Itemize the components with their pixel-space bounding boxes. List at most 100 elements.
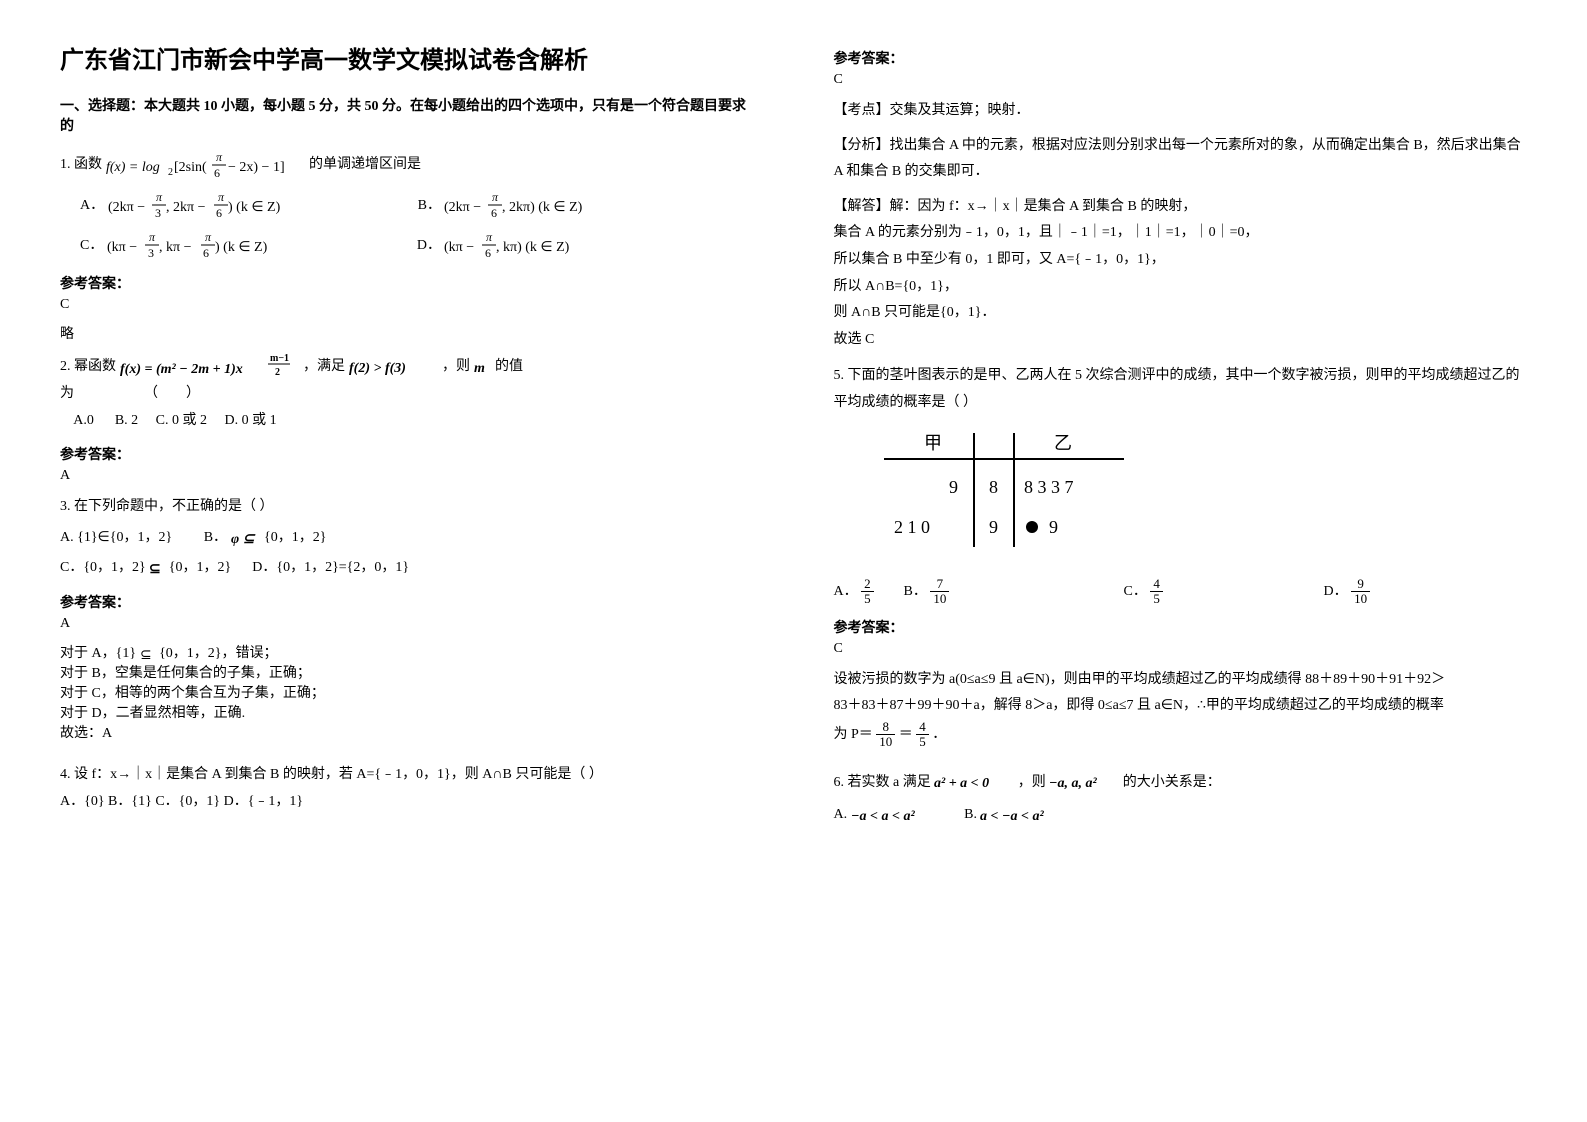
q1-answer-label: 参考答案： xyxy=(60,273,754,293)
sl-row1-left: 9 xyxy=(949,477,958,497)
empty-set-subset-icon: φ ⊆ xyxy=(231,530,261,546)
q1-optC-label: C． xyxy=(80,238,103,253)
q3-exp1a: 对于 A，{1} xyxy=(60,646,136,661)
svg-text:a < −a < a²: a < −a < a² xyxy=(980,809,1044,824)
q6-ineq1: a² + a < 0 xyxy=(934,773,1014,791)
q1-option-d: D． (kπ − π 6 , kπ) (k ∈ Z) xyxy=(417,229,645,263)
q5-answer-label: 参考答案： xyxy=(834,617,1528,637)
q5-optD: D． 910 xyxy=(1324,577,1464,607)
question-3: 3. 在下列命题中，不正确的是（ ） A. {1}∈{0，1，2} B． φ ⊆… xyxy=(60,494,754,582)
q1-note: 略 xyxy=(60,323,754,343)
q4-kp: 【考点】交集及其运算；映射． xyxy=(834,98,1528,125)
q5-sol3-d2: 5 xyxy=(916,735,929,749)
question-2: 2. 幂函数 f(x) = (m² − 2m + 1)x m−1 2 ，满足 f… xyxy=(60,353,754,434)
svg-text:[2sin(: [2sin( xyxy=(174,160,207,175)
q3-exp1b: {0，1，2}，错误； xyxy=(159,646,277,661)
q1-stem-suffix: 的单调递增区间是 xyxy=(309,157,421,172)
svg-text:(2kπ −: (2kπ − xyxy=(444,200,481,215)
svg-text:− 2x) − 1]: − 2x) − 1] xyxy=(228,160,285,175)
q4-fx: 【分析】找出集合 A 中的元素，根据对应法则分别求出每一个元素所对的象，从而确定… xyxy=(834,133,1528,186)
q1-optA-label: A． xyxy=(80,198,104,213)
q5-optA: A． 25 xyxy=(834,577,904,607)
svg-text:(kπ −: (kπ − xyxy=(107,240,137,255)
svg-text:(2kπ −: (2kπ − xyxy=(108,200,145,215)
svg-text:f(x) = log: f(x) = log xyxy=(106,160,160,175)
q1-optA-formula: (2kπ − π 3 , 2kπ − π 6 ) (k ∈ Z) xyxy=(108,189,318,223)
q2-stem-c: ，则 xyxy=(442,359,470,374)
q3-optB-pre: B． xyxy=(204,530,227,545)
q3-optC: C．{0，1，2} xyxy=(60,560,146,575)
q1-option-b: B． (2kπ − π 6 , 2kπ) (k ∈ Z) xyxy=(418,189,645,223)
q3-optD: D．{0，1，2}={2，0，1} xyxy=(252,560,409,575)
q2-stem-a: 2. 幂函数 xyxy=(60,359,116,374)
sl-row2-stem: 9 xyxy=(989,517,998,537)
svg-text:, 2kπ −: , 2kπ − xyxy=(166,200,206,215)
q3-exp2: 对于 B，空集是任何集合的子集，正确； xyxy=(60,662,754,682)
q4-answer-label: 参考答案： xyxy=(834,48,1528,68)
q5-fracA-num: 2 xyxy=(861,577,874,592)
q6-optB-formula: a < −a < a² xyxy=(980,806,1090,824)
q1-option-c: C． (kπ − π 3 , kπ − π 6 ) (k ∈ Z) xyxy=(80,229,317,263)
q5-answer: C xyxy=(834,641,1528,657)
q2-line2: 为 （ ） xyxy=(60,381,754,408)
q4-jd1: 【解答】解：因为 f：x→｜x｜是集合 A 到集合 B 的映射， xyxy=(834,194,1528,221)
question-4: 4. 设 f：x→｜x｜是集合 A 到集合 B 的映射，若 A={﹣1，0，1}… xyxy=(60,762,754,815)
q1-function-formula: f(x) = log 2 [2sin( π 6 − 2x) − 1] xyxy=(106,147,306,183)
subset-icon: ⊆ xyxy=(140,646,156,662)
q2-m-icon: m xyxy=(474,359,492,375)
q1-stem-prefix: 1. 函数 xyxy=(60,157,102,172)
svg-text:π: π xyxy=(156,190,163,204)
q3-exp3: 对于 C，相等的两个集合互为子集，正确； xyxy=(60,682,754,702)
q6-stem-a: 6. 若实数 a 满足 xyxy=(834,775,931,790)
q5-optA-label: A． xyxy=(834,584,858,599)
q6-optA-formula: −a < a < a² xyxy=(851,806,961,824)
q3-exp5: 故选：A xyxy=(60,722,754,742)
q4-jd6: 故选 C xyxy=(834,327,1528,354)
q5-sol3: 为 P＝ 810 ＝ 45 ． xyxy=(834,720,1528,750)
page-title: 广东省江门市新会中学高一数学文模拟试卷含解析 xyxy=(60,40,754,75)
q4-jd5: 则 A∩B 只可能是{0，1}． xyxy=(834,300,1528,327)
svg-text:⊆: ⊆ xyxy=(149,562,161,576)
q4-jd4: 所以 A∩B={0，1}， xyxy=(834,274,1528,301)
q2-stem-b: ，满足 xyxy=(303,359,345,374)
sl-header-left: 甲 xyxy=(924,433,942,453)
q5-fracD-num: 9 xyxy=(1351,577,1370,592)
svg-text:π: π xyxy=(218,190,225,204)
q5-sol2: 83＋83＋87＋99＋90＋a，解得 8＞a，即得 0≤a≤7 且 a∈N，∴… xyxy=(834,693,1528,720)
svg-text:φ ⊆: φ ⊆ xyxy=(231,532,256,546)
smudge-dot-icon xyxy=(1026,521,1038,533)
q4-jd2: 集合 A 的元素分别为﹣1，0，1，且｜﹣1｜=1，｜1｜=1，｜0｜=0， xyxy=(834,220,1528,247)
question-1: 1. 函数 f(x) = log 2 [2sin( π 6 − 2x) − 1]… xyxy=(60,147,754,263)
q5-sol3-n1: 8 xyxy=(876,720,895,735)
q5-fracA-den: 5 xyxy=(861,592,874,606)
svg-text:⊆: ⊆ xyxy=(140,648,152,662)
q6-stem-b: ，则 xyxy=(1018,775,1046,790)
svg-text:m: m xyxy=(474,361,485,375)
q3-exp4: 对于 D，二者显然相等，正确. xyxy=(60,702,754,722)
svg-text:a² + a < 0: a² + a < 0 xyxy=(934,776,989,791)
q4-stem: 4. 设 f：x→｜x｜是集合 A 到集合 B 的映射，若 A={﹣1，0，1}… xyxy=(60,762,754,789)
q3-optB-post: {0，1，2} xyxy=(264,530,326,545)
question-5: 5. 下面的茎叶图表示的是甲、乙两人在 5 次综合测评中的成绩，其中一个数字被污… xyxy=(834,363,1528,606)
q1-optC-formula: (kπ − π 3 , kπ − π 6 ) (k ∈ Z) xyxy=(107,229,317,263)
question-6: 6. 若实数 a 满足 a² + a < 0 ，则 −a, a, a² 的大小关… xyxy=(834,770,1528,829)
svg-text:π: π xyxy=(486,230,493,244)
svg-text:−a, a, a²: −a, a, a² xyxy=(1049,776,1097,791)
q4-options: A．{0} B．{1} C．{0，1} D．{﹣1，1} xyxy=(60,789,754,816)
svg-text:3: 3 xyxy=(155,206,161,220)
q5-fracD-den: 10 xyxy=(1351,592,1370,606)
q3-optA: A. {1}∈{0，1，2} xyxy=(60,530,172,545)
svg-text:, kπ −: , kπ − xyxy=(159,240,192,255)
q3-answer: A xyxy=(60,616,754,632)
svg-text:) (k ∈ Z): ) (k ∈ Z) xyxy=(215,240,268,255)
q2-func-formula: f(x) = (m² − 2m + 1)x m−1 2 xyxy=(120,353,300,381)
svg-text:) (k ∈ Z): ) (k ∈ Z) xyxy=(228,200,281,215)
svg-text:, 2kπ) (k ∈ Z): , 2kπ) (k ∈ Z) xyxy=(502,200,583,215)
sl-row2-left: 2 1 0 xyxy=(894,517,930,537)
subset-icon: ⊆ xyxy=(149,560,165,576)
q1-optB-label: B． xyxy=(418,198,441,213)
q6-stem-c: 的大小关系是： xyxy=(1123,775,1221,790)
sl-row1-stem: 8 xyxy=(989,477,998,497)
q5-sol3-d1: 10 xyxy=(876,735,895,749)
q5-fracC-den: 5 xyxy=(1150,592,1163,606)
